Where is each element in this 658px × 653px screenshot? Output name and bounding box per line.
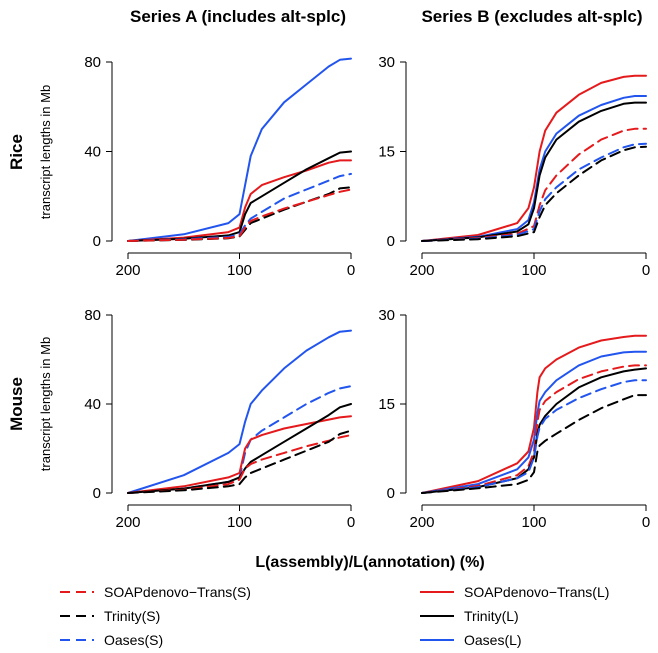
x-tick-label: 200: [409, 262, 434, 279]
legend-item-oases-l: Oases(L): [420, 632, 522, 648]
y-tick-label: 30: [378, 54, 395, 71]
panel-mouse-series-a: 0 40 80 200 100 0: [84, 307, 355, 531]
legend-item-oases-s: Oases(S): [60, 632, 163, 648]
series-line-soapdenovo-trans-s: [421, 364, 647, 494]
series-line-trinity-s: [421, 145, 647, 242]
series-line-oases-s: [127, 385, 352, 494]
legend-label: Trinity(S): [104, 608, 160, 624]
y-tick-label: 15: [378, 144, 395, 161]
legend-label: SOAPdenovo−Trans(L): [464, 584, 609, 600]
series-line-oases-s: [127, 172, 352, 242]
y-tick-label: 30: [378, 307, 395, 324]
series-line-oases-l: [127, 329, 352, 494]
x-tick-label: 0: [642, 262, 650, 279]
y-axis-label-rice: transcript lengths in Mb: [38, 85, 53, 219]
row-title-rice: Rice: [7, 134, 26, 170]
series-line-soapdenovo-trans-s: [127, 188, 352, 242]
y-tick-label: 0: [93, 485, 101, 502]
series-line-soapdenovo-trans-l: [421, 334, 647, 494]
column-title-b: Series B (excludes alt-splc): [421, 7, 642, 26]
series-line-trinity-s: [127, 186, 352, 242]
y-tick-label: 80: [84, 307, 101, 324]
row-title-mouse: Mouse: [7, 377, 26, 431]
series-line-soapdenovo-trans-s: [421, 127, 647, 242]
panel-rice-series-a: 0 40 80 200 100 0: [84, 54, 355, 279]
legend-label: Oases(L): [464, 632, 522, 648]
legend-label: Oases(S): [104, 632, 163, 648]
x-tick-label: 100: [521, 514, 546, 531]
series-line-oases-l: [127, 57, 352, 242]
series-line-oases-s: [421, 142, 647, 242]
x-tick-label: 100: [227, 262, 252, 279]
x-tick-label: 100: [521, 262, 546, 279]
y-tick-label: 0: [93, 233, 101, 250]
series-line-oases-l: [421, 95, 647, 242]
series-line-soapdenovo-trans-l: [421, 74, 647, 242]
x-tick-label: 200: [115, 262, 140, 279]
series-line-trinity-l: [127, 150, 352, 242]
legend-label: Trinity(L): [464, 608, 519, 624]
y-tick-label: 40: [84, 396, 101, 413]
x-tick-label: 0: [642, 514, 650, 531]
x-tick-label: 0: [347, 514, 355, 531]
legend-item-soapdenovo-trans-s: SOAPdenovo−Trans(S): [60, 584, 251, 600]
y-tick-label: 80: [84, 54, 101, 71]
legend-item-trinity-s: Trinity(S): [60, 608, 160, 624]
series-line-trinity-s: [421, 394, 647, 494]
panel-mouse-series-b: 0 15 30 200 100 0: [378, 307, 650, 531]
legend-label: SOAPdenovo−Trans(S): [104, 584, 251, 600]
x-tick-label: 100: [227, 514, 252, 531]
series-line-soapdenovo-trans-l: [127, 415, 352, 494]
series-line-soapdenovo-trans-l: [127, 159, 352, 242]
y-tick-label: 15: [378, 396, 395, 413]
x-tick-label: 200: [115, 514, 140, 531]
x-axis-label: L(assembly)/L(annotation) (%): [255, 554, 484, 571]
series-line-oases-l: [421, 350, 647, 494]
legend-item-soapdenovo-trans-l: SOAPdenovo−Trans(L): [420, 584, 609, 600]
series-line-trinity-l: [421, 101, 647, 242]
x-tick-label: 0: [347, 262, 355, 279]
legend-item-trinity-l: Trinity(L): [420, 608, 519, 624]
series-line-oases-s: [421, 379, 647, 494]
y-tick-label: 0: [387, 485, 395, 502]
column-title-a: Series A (includes alt-splc): [130, 7, 346, 26]
legend: SOAPdenovo−Trans(S) Trinity(S) Oases(S) SOA…: [60, 584, 609, 648]
y-tick-label: 40: [84, 144, 101, 161]
y-tick-label: 0: [387, 233, 395, 250]
y-axis-label-mouse: transcript lengths in Mb: [38, 337, 53, 471]
x-tick-label: 200: [409, 514, 434, 531]
series-line-trinity-l: [127, 403, 352, 494]
series-line-trinity-s: [127, 429, 352, 494]
panel-rice-series-b: 0 15 30 200 100 0: [378, 54, 650, 279]
